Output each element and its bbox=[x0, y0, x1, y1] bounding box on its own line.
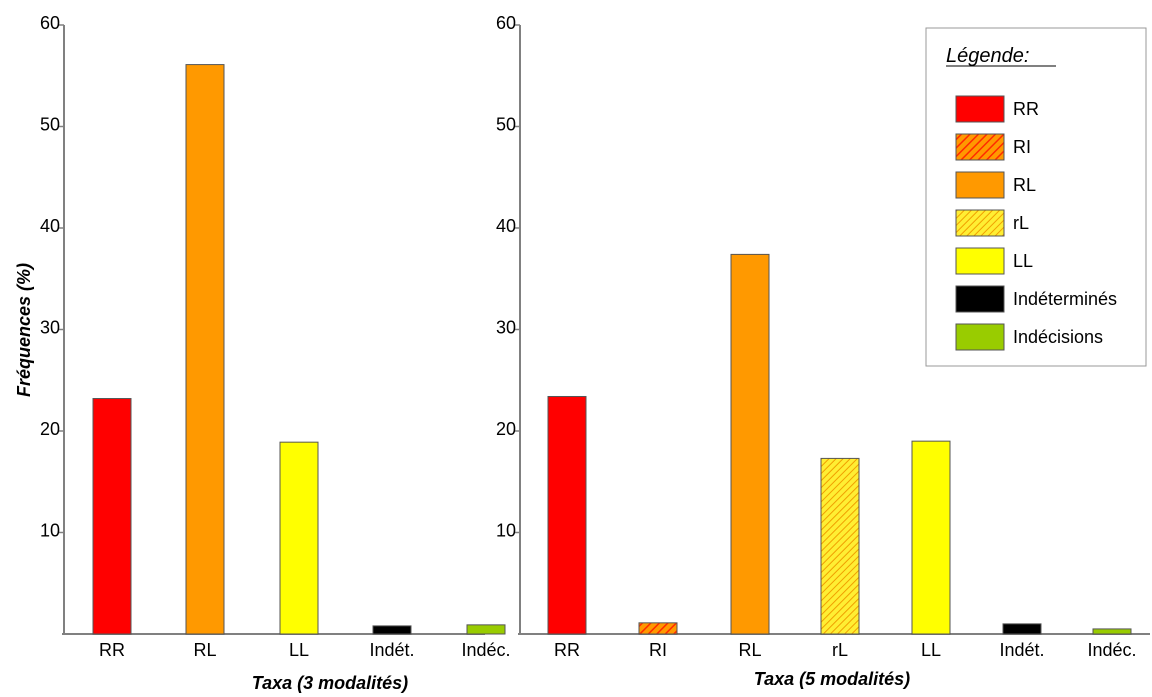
y-tick-label: 60 bbox=[40, 13, 60, 33]
x-category-label: Indét. bbox=[369, 640, 414, 660]
bar bbox=[1002, 623, 1042, 635]
bar bbox=[547, 395, 587, 635]
bar bbox=[372, 625, 412, 635]
x-category-label: RL bbox=[738, 640, 761, 660]
y-tick-label: 30 bbox=[40, 318, 60, 338]
bar bbox=[820, 457, 860, 635]
legend-item-label: RL bbox=[1013, 175, 1036, 195]
y-axis-title: Fréquences (%) bbox=[14, 263, 34, 397]
legend-item-label: RR bbox=[1013, 99, 1039, 119]
x-category-label: LL bbox=[289, 640, 309, 660]
legend-item-label: rL bbox=[1013, 213, 1029, 233]
legend-item-label: Indéterminés bbox=[1013, 289, 1117, 309]
bar bbox=[911, 440, 951, 635]
x-axis-title: Taxa (3 modalités) bbox=[252, 673, 408, 693]
bar bbox=[466, 624, 506, 635]
x-category-label: rL bbox=[832, 640, 848, 660]
legend-swatch bbox=[955, 171, 1005, 199]
x-category-label: RI bbox=[649, 640, 667, 660]
bar bbox=[279, 441, 319, 635]
legend-swatch bbox=[955, 323, 1005, 351]
legend-item-label: Indécisions bbox=[1013, 327, 1103, 347]
legend-swatch bbox=[955, 247, 1005, 275]
x-category-label: Indéc. bbox=[461, 640, 510, 660]
left-chart-panel: 10 20 30 40 50 60 RR RL LL Indét. Indéc. Taxa (3 mo… bbox=[14, 13, 511, 693]
legend-swatch bbox=[955, 133, 1005, 161]
legend-swatch bbox=[955, 95, 1005, 123]
x-category-label: LL bbox=[921, 640, 941, 660]
x-category-label: RR bbox=[99, 640, 125, 660]
y-tick-label: 40 bbox=[40, 216, 60, 236]
y-tick-label: 20 bbox=[496, 419, 516, 439]
bar bbox=[1092, 628, 1132, 635]
bar bbox=[92, 398, 132, 635]
legend-title: Légende: bbox=[946, 45, 1029, 67]
y-tick-label: 50 bbox=[40, 115, 60, 135]
bar bbox=[638, 622, 678, 635]
y-tick-label: 10 bbox=[496, 521, 516, 541]
y-tick-label: 60 bbox=[496, 13, 516, 33]
y-tick-label: 10 bbox=[40, 521, 60, 541]
legend-item-label: RI bbox=[1013, 137, 1031, 157]
right-chart-panel: 10 20 30 40 50 60 RR RI RL rL LL Indét. Indéc. Taxa (… bbox=[496, 13, 1150, 689]
legend-swatch bbox=[955, 285, 1005, 313]
legend: Légende: RR RI RL rL LL Indéterminés Indécisio… bbox=[925, 27, 1147, 367]
x-category-label: Indéc. bbox=[1087, 640, 1136, 660]
legend-swatch bbox=[955, 209, 1005, 237]
y-tick-label: 30 bbox=[496, 318, 516, 338]
y-tick-label: 50 bbox=[496, 115, 516, 135]
x-category-label: RR bbox=[554, 640, 580, 660]
bar bbox=[185, 64, 225, 635]
y-tick-label: 40 bbox=[496, 216, 516, 236]
y-tick-label: 20 bbox=[40, 419, 60, 439]
x-category-label: Indét. bbox=[999, 640, 1044, 660]
x-category-label: RL bbox=[193, 640, 216, 660]
x-axis-title: Taxa (5 modalités) bbox=[754, 669, 910, 689]
bar bbox=[730, 253, 770, 635]
legend-item-label: LL bbox=[1013, 251, 1033, 271]
